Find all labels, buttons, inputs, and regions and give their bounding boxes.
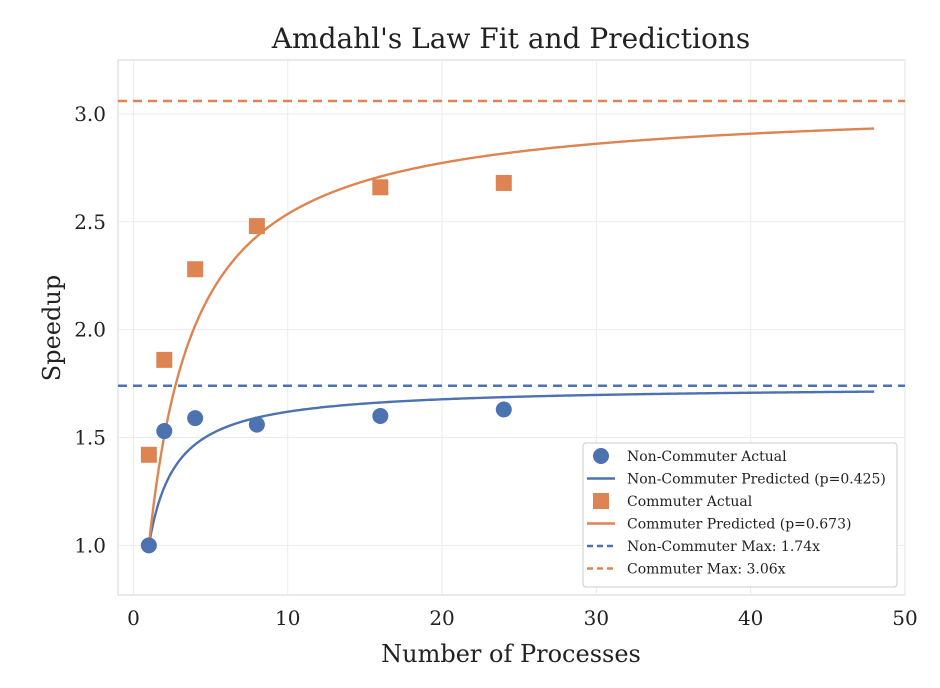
data-point: [372, 407, 389, 424]
legend-label: Non-Commuter Actual: [627, 449, 787, 465]
x-tick-label: 50: [892, 606, 917, 630]
legend-label: Non-Commuter Predicted (p=0.425): [627, 472, 886, 488]
hline-layer: [118, 99, 905, 387]
data-point: [187, 261, 204, 278]
data-point: [248, 218, 265, 235]
y-tick-label: 1.5: [74, 426, 106, 450]
legend-label: Non-Commuter Max: 1.74x: [627, 539, 820, 555]
tick-layer: 0 10 20 30 40 50 1.0 1.5 2.0 2.5 3.0: [74, 102, 918, 630]
data-point: [156, 423, 173, 440]
y-axis-label: Speedup: [38, 275, 66, 381]
x-tick-label: 10: [275, 606, 300, 630]
data-point: [372, 179, 389, 196]
legend-items: Non-Commuter Actual Non-Commuter Predicte…: [587, 448, 886, 578]
curve-layer: [147, 127, 875, 546]
y-tick-label: 3.0: [74, 102, 106, 126]
data-point: [140, 537, 157, 554]
data-point: [187, 410, 204, 427]
legend-marker: [593, 493, 609, 509]
x-tick-label: 40: [738, 606, 763, 630]
legend: Non-Commuter Actual Non-Commuter Predicte…: [582, 442, 898, 588]
legend-marker: [593, 448, 609, 464]
legend-label: Commuter Predicted (p=0.673): [627, 517, 851, 533]
y-tick-label: 2.0: [74, 318, 106, 342]
legend-box: [582, 442, 898, 588]
data-point: [495, 401, 512, 418]
data-point: [140, 446, 157, 463]
x-tick-label: 20: [429, 606, 454, 630]
predicted-curve: [147, 390, 875, 546]
y-tick-label: 2.5: [74, 210, 106, 234]
legend-label: Commuter Max: 3.06x: [627, 562, 786, 578]
x-tick-label: 0: [127, 606, 140, 630]
x-tick-label: 30: [584, 606, 609, 630]
legend-label: Commuter Actual: [627, 494, 753, 510]
data-point: [156, 351, 173, 368]
data-point: [495, 174, 512, 191]
predicted-curve: [147, 127, 875, 546]
data-point: [248, 416, 265, 433]
chart-title: Amdahl's Law Fit and Predictions: [271, 22, 750, 55]
marker-layer: [140, 174, 512, 554]
x-axis-label: Number of Processes: [381, 640, 641, 668]
y-tick-label: 1.0: [74, 533, 106, 557]
